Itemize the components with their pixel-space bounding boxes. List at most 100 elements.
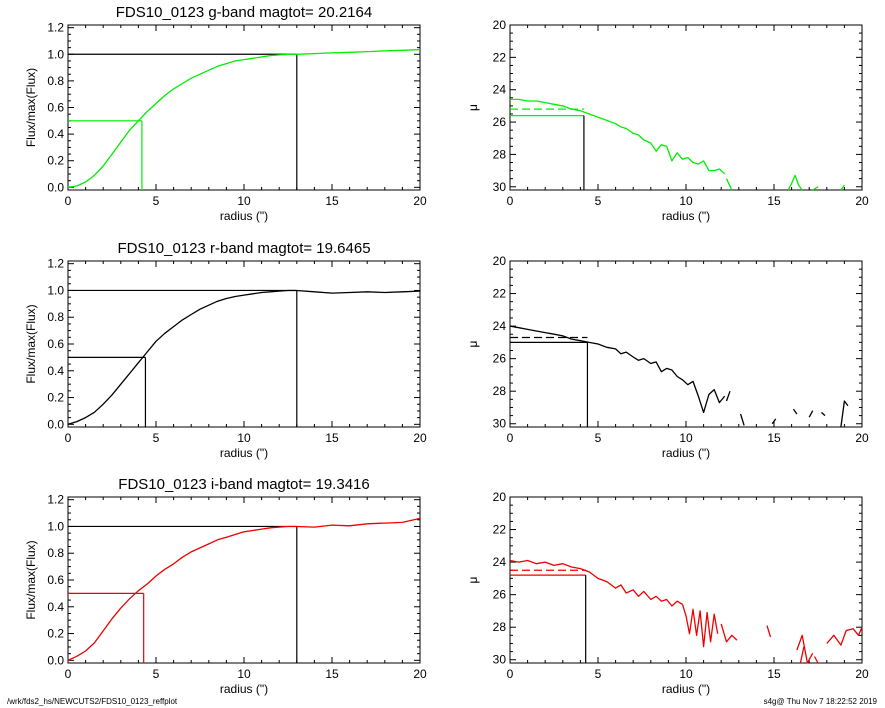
y-tick-label: 20 (493, 18, 507, 32)
y-tick-label: 28 (493, 384, 507, 398)
plot-frame (67, 260, 421, 428)
x-tick-label: 20 (413, 194, 427, 208)
y-tick-label: 24 (493, 83, 507, 97)
panel-g-growth-curve: 0 5 10 15 20 0.0 0.2 0.4 0.6 0.8 1.0 1.2 FDS10_0123 … (24, 4, 427, 223)
x-axis-label: radius (") (662, 446, 710, 460)
profile-series-0 (509, 325, 726, 414)
x-tick-label: 0 (65, 431, 72, 445)
y-tick-label: 24 (493, 555, 507, 569)
y-axis-label: μ (466, 104, 480, 111)
profile-series-0 (67, 289, 421, 425)
y-tick-label: 24 (493, 319, 507, 333)
profile-series-3 (812, 186, 819, 191)
y-axis-label: Flux/max(Flux) (24, 304, 38, 383)
y-axis-label: μ (466, 340, 480, 347)
x-tick-label: 5 (595, 194, 602, 208)
x-axis-label: radius (") (662, 209, 710, 223)
profile-series-2 (720, 623, 738, 643)
profile-series-1 (725, 390, 731, 402)
y-tick-label: 0.2 (47, 627, 64, 641)
panel-i-surface-brightness: 0 5 10 15 20 20 22 24 26 28 30 radius (") μ (466, 490, 869, 696)
x-tick-label: 0 (65, 194, 72, 208)
y-tick-label: 1.0 (47, 519, 64, 533)
y-tick-label: 0.0 (47, 180, 64, 194)
x-tick-label: 0 (507, 194, 514, 208)
x-tick-label: 15 (325, 667, 339, 681)
profile-series-2 (739, 413, 745, 426)
profile-series-4 (840, 184, 845, 191)
x-tick-label: 5 (595, 667, 602, 681)
x-axis-label: radius (") (662, 682, 710, 696)
y-tick-label: 20 (493, 254, 507, 268)
y-tick-label: 28 (493, 620, 507, 634)
y-tick-label: 20 (493, 490, 507, 504)
footer-file-path: /wrk/fds2_hs/NEWCUTS2/FDS10_0123_reffplo… (7, 697, 178, 706)
x-tick-label: 20 (855, 667, 869, 681)
y-tick-label: 22 (493, 523, 507, 537)
profile-series-5 (808, 410, 814, 418)
y-tick-label: 0.6 (47, 337, 64, 351)
y-tick-label: 0.6 (47, 101, 64, 115)
x-tick-label: 15 (325, 194, 339, 208)
x-tick-label: 0 (507, 667, 514, 681)
profile-series-2 (787, 174, 803, 191)
x-tick-label: 0 (65, 667, 72, 681)
panel-title: FDS10_0123 g-band magtot= 20.2164 (116, 4, 372, 21)
x-tick-label: 20 (413, 431, 427, 445)
profile-series-4 (796, 634, 814, 664)
panel-title: FDS10_0123 i-band magtot= 19.3416 (118, 476, 369, 493)
x-tick-label: 20 (855, 431, 869, 445)
y-tick-label: 1.0 (47, 283, 64, 297)
y-tick-label: 26 (493, 588, 507, 602)
y-tick-label: 1.2 (47, 257, 64, 271)
y-tick-label: 0.4 (47, 600, 64, 614)
profile-series-0 (67, 517, 421, 661)
x-tick-label: 5 (153, 194, 160, 208)
profile-series-0 (67, 48, 421, 188)
y-tick-label: 28 (493, 147, 507, 161)
plot-frame (67, 24, 421, 191)
x-tick-label: 5 (153, 431, 160, 445)
plot-frame (67, 496, 421, 664)
y-tick-label: 0.8 (47, 74, 64, 88)
y-tick-label: 0.4 (47, 127, 64, 141)
y-tick-label: 0.8 (47, 546, 64, 560)
panel-i-growth-curve: 0 5 10 15 20 0.0 0.2 0.4 0.6 0.8 1.0 1.2 FDS10_0123 … (24, 476, 427, 696)
x-tick-label: 20 (413, 667, 427, 681)
x-tick-label: 10 (679, 431, 693, 445)
x-tick-label: 10 (679, 194, 693, 208)
y-tick-label: 30 (493, 653, 507, 667)
x-axis-label: radius (") (220, 682, 268, 696)
y-axis-label: Flux/max(Flux) (24, 540, 38, 619)
y-tick-label: 22 (493, 287, 507, 301)
y-tick-label: 22 (493, 50, 507, 64)
x-tick-label: 15 (767, 194, 781, 208)
profile-series-6 (821, 411, 826, 417)
y-tick-label: 26 (493, 352, 507, 366)
panel-r-growth-curve: 0 5 10 15 20 0.0 0.2 0.4 0.6 0.8 1.0 1.2 FDS10_0123 … (24, 240, 427, 460)
x-tick-label: 10 (679, 667, 693, 681)
panel-g-surface-brightness: 0 5 10 15 20 20 22 24 26 28 30 radius (") μ (466, 18, 869, 223)
y-tick-label: 30 (493, 417, 507, 431)
profile-series-3 (771, 418, 777, 425)
profile-series-5 (799, 646, 805, 664)
x-axis-label: radius (") (220, 446, 268, 460)
x-axis-label: radius (") (220, 209, 268, 223)
profile-series-7 (826, 626, 863, 646)
x-tick-label: 15 (767, 667, 781, 681)
y-tick-label: 26 (493, 115, 507, 129)
y-tick-label: 30 (493, 180, 507, 194)
x-tick-label: 5 (153, 667, 160, 681)
y-tick-label: 1.2 (47, 21, 64, 35)
y-axis-label: Flux/max(Flux) (24, 68, 38, 147)
x-tick-label: 10 (237, 431, 251, 445)
y-tick-label: 1.0 (47, 47, 64, 61)
panel-r-surface-brightness: 0 5 10 15 20 20 22 24 26 28 30 radius (") μ (466, 254, 869, 460)
profile-series-0 (509, 559, 683, 607)
x-tick-label: 10 (237, 194, 251, 208)
y-tick-label: 0.6 (47, 573, 64, 587)
y-tick-label: 1.2 (47, 493, 64, 507)
plot-frame (509, 24, 863, 191)
profile-series-7 (840, 400, 849, 428)
